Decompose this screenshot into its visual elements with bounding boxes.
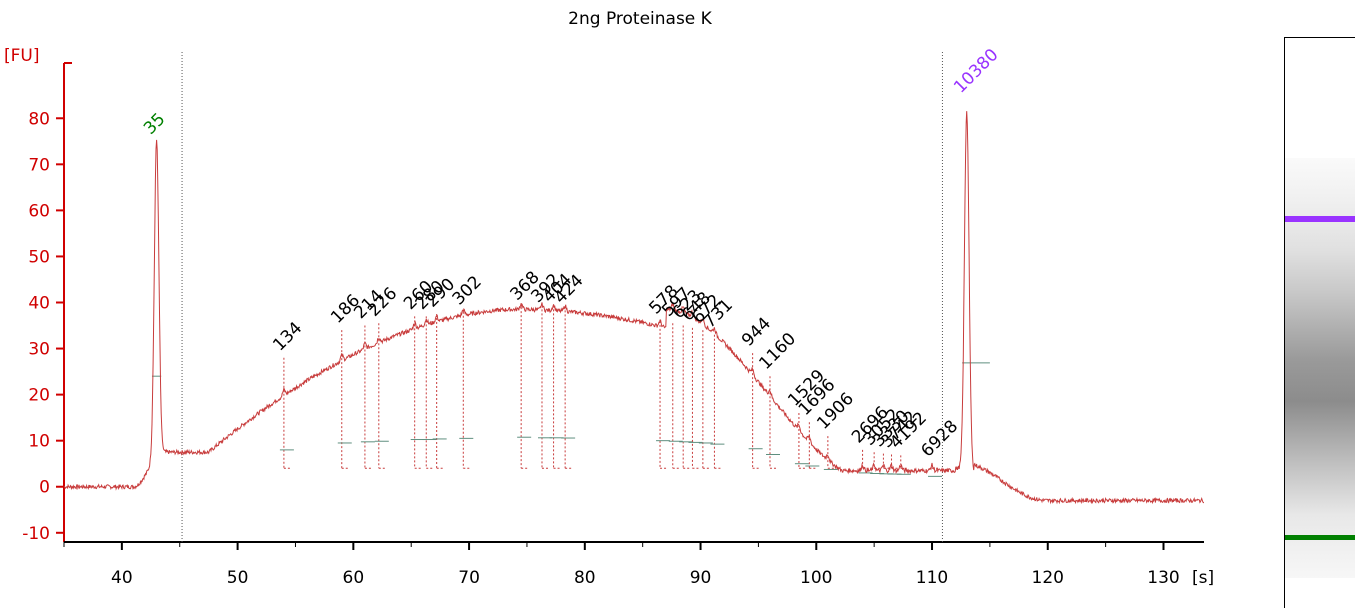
x-tick-label: 70 (458, 568, 480, 588)
chart-title: 2ng Proteinase K (568, 9, 713, 29)
marker-peak-label: 10380 (950, 45, 1002, 97)
x-tick-label: 120 (1032, 568, 1064, 588)
x-tick-label: 90 (690, 568, 712, 588)
upper-marker-band (1285, 216, 1355, 222)
y-tick-label: 30 (28, 340, 50, 360)
peak-label: 302 (449, 272, 486, 309)
y-tick-label: 70 (28, 155, 50, 175)
x-tick-label: 50 (227, 568, 249, 588)
gel-lane (1285, 158, 1355, 578)
y-tick-label: 10 (28, 432, 50, 452)
x-tick-label: 130 (1147, 568, 1179, 588)
y-axis-label: [FU] (4, 46, 40, 66)
x-axis-unit: [s] (1192, 568, 1214, 588)
electropherogram-chart: 2ng Proteinase K [FU] [s] -10 0 10 20 30 40 50… (4, 9, 1214, 588)
x-tick-label: 60 (343, 568, 365, 588)
y-tick-label: -10 (22, 524, 50, 544)
y-tick-label: 40 (28, 294, 50, 314)
y-tick-label: 60 (28, 201, 50, 221)
y-tick-label: 0 (39, 478, 50, 498)
x-tick-label: 80 (574, 568, 596, 588)
marker-lines (181, 52, 943, 542)
y-tick-label: 20 (28, 386, 50, 406)
y-tick-label: 80 (28, 109, 50, 129)
lower-marker-band (1285, 535, 1355, 540)
x-tick-label: 110 (916, 568, 948, 588)
y-tick-label: 50 (28, 247, 50, 267)
x-tick-label: 40 (111, 568, 133, 588)
fluorescence-trace (63, 111, 1204, 505)
axes: -10 0 10 20 30 40 50 60 70 80 40 50 60 70 80 90 100 110 12… (22, 62, 1204, 588)
marker-peak-label: 35 (140, 109, 169, 138)
peak-label: 134 (269, 318, 306, 355)
gel-image (1284, 37, 1355, 608)
x-tick-label: 100 (800, 568, 832, 588)
